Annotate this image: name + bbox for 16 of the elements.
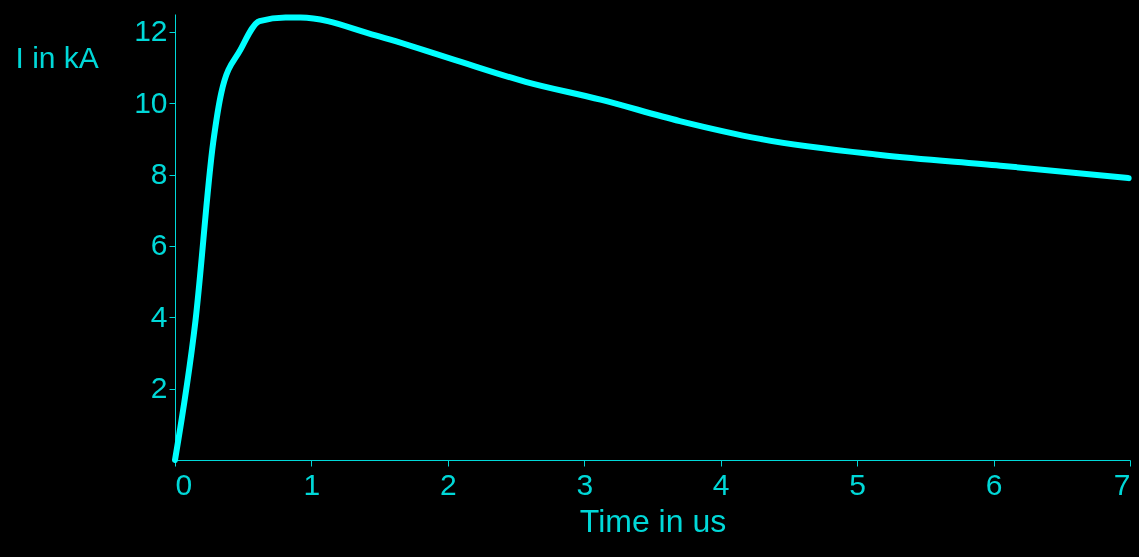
y-tick-label: 6 bbox=[150, 228, 168, 262]
y-tick-label: 12 bbox=[134, 14, 168, 48]
x-tick-label: 7 bbox=[1113, 467, 1131, 501]
x-tick-label: 6 bbox=[985, 467, 1003, 501]
x-tick-label: 4 bbox=[712, 467, 730, 501]
x-tick-label: 1 bbox=[303, 467, 321, 501]
x-axis-title: Time in us bbox=[579, 502, 727, 539]
y-tick-label: 10 bbox=[134, 85, 168, 119]
x-tick-label: 5 bbox=[849, 467, 866, 501]
x-tick-label: 2 bbox=[440, 467, 457, 501]
y-tick-label: 4 bbox=[150, 299, 168, 333]
x-tick-label: 3 bbox=[576, 467, 594, 501]
y-axis-title: I in kA bbox=[15, 40, 99, 74]
y-tick-label: 8 bbox=[150, 157, 168, 191]
y-tick-label: 2 bbox=[150, 371, 168, 405]
x-tick-label: 0 bbox=[175, 467, 193, 501]
